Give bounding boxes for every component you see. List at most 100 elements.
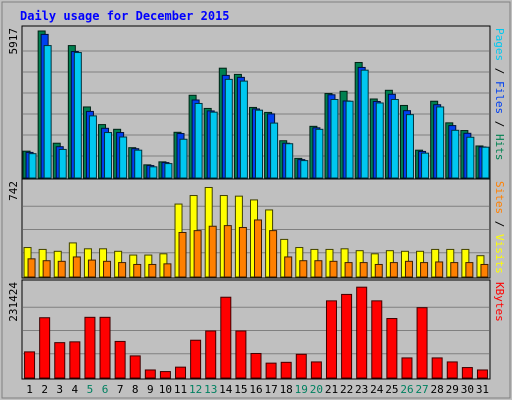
kbytes-bar-kbytes-day-8 bbox=[129, 355, 141, 379]
visits-bar-sites-day-12 bbox=[193, 230, 202, 278]
hits-bar-pages-day-22 bbox=[345, 100, 354, 179]
visits-legend-separator: / bbox=[493, 214, 506, 234]
hits-bar-pages-day-17 bbox=[270, 122, 279, 179]
hits-bar-pages-day-30 bbox=[466, 136, 475, 179]
visits-bar-sites-day-11 bbox=[178, 232, 187, 278]
x-tick-label-day-2: 2 bbox=[41, 383, 48, 396]
visits-legend: Sites / Visits bbox=[493, 181, 506, 274]
visits-bar-sites-day-4 bbox=[72, 256, 81, 278]
x-tick-label-day-1: 1 bbox=[26, 383, 33, 396]
visits-bar-sites-day-8 bbox=[133, 263, 142, 278]
visits-bar-sites-day-1 bbox=[27, 258, 36, 278]
hits-bar-pages-day-2 bbox=[43, 45, 52, 179]
visits-bar-sites-day-31 bbox=[480, 263, 489, 278]
x-tick-label-day-8: 8 bbox=[132, 383, 139, 396]
kbytes-bar-kbytes-day-5 bbox=[84, 316, 96, 379]
hits-legend-files: Files bbox=[493, 81, 506, 114]
visits-max-label: 742 bbox=[7, 181, 20, 201]
kbytes-bar-kbytes-day-14 bbox=[220, 296, 232, 379]
visits-bar-sites-day-14 bbox=[223, 225, 232, 278]
hits-bar-pages-day-7 bbox=[119, 136, 128, 179]
visits-bar-sites-day-30 bbox=[465, 262, 474, 278]
hits-bar-pages-day-28 bbox=[436, 106, 445, 179]
x-tick-label-day-20: 20 bbox=[310, 383, 323, 396]
visits-bar-sites-day-19 bbox=[299, 260, 308, 278]
kbytes-bar-kbytes-day-18 bbox=[280, 361, 292, 379]
hits-bar-pages-day-4 bbox=[73, 52, 82, 179]
kbytes-bar-kbytes-day-24 bbox=[371, 300, 383, 379]
hits-legend-hits: Hits bbox=[493, 134, 506, 161]
x-tick-label-day-11: 11 bbox=[174, 383, 187, 396]
x-tick-label-day-23: 23 bbox=[355, 383, 368, 396]
x-tick-label-day-27: 27 bbox=[415, 383, 428, 396]
hits-legend-separator: / bbox=[493, 114, 506, 134]
visits-bar-sites-day-24 bbox=[374, 263, 383, 278]
x-tick-label-day-16: 16 bbox=[249, 383, 262, 396]
hits-bar-pages-day-25 bbox=[390, 98, 399, 179]
hits-bar-pages-day-14 bbox=[224, 78, 233, 179]
kbytes-bar-kbytes-day-31 bbox=[476, 369, 488, 379]
hits-bar-pages-day-21 bbox=[330, 98, 339, 179]
hits-bar-pages-day-5 bbox=[88, 115, 97, 179]
visits-bar-sites-day-25 bbox=[389, 262, 398, 278]
hits-bar-pages-day-10 bbox=[164, 163, 173, 179]
x-tick-label-day-5: 5 bbox=[87, 383, 94, 396]
kbytes-bar-kbytes-day-13 bbox=[205, 330, 217, 379]
x-tick-label-day-9: 9 bbox=[147, 383, 154, 396]
visits-bar-sites-day-10 bbox=[163, 263, 172, 278]
x-tick-label-day-17: 17 bbox=[264, 383, 277, 396]
visits-bar-sites-day-3 bbox=[57, 260, 66, 278]
kbytes-bar-kbytes-day-1 bbox=[24, 351, 36, 379]
x-tick-label-day-29: 29 bbox=[446, 383, 459, 396]
visits-bar-sites-day-5 bbox=[87, 259, 96, 278]
x-tick-label-day-7: 7 bbox=[117, 383, 124, 396]
x-tick-label-day-25: 25 bbox=[385, 383, 398, 396]
visits-bar-sites-day-2 bbox=[42, 260, 51, 278]
visits-bar-sites-day-6 bbox=[103, 260, 112, 278]
hits-bar-pages-day-31 bbox=[481, 146, 490, 179]
hits-bar-pages-day-16 bbox=[255, 109, 263, 179]
x-tick-label-day-4: 4 bbox=[72, 383, 79, 396]
kbytes-max-label: 231424 bbox=[7, 282, 20, 322]
visits-bar-sites-day-15 bbox=[238, 226, 247, 278]
visits-bar-sites-day-13 bbox=[208, 225, 217, 278]
kbytes-bar-kbytes-day-16 bbox=[250, 352, 262, 379]
visits-bar-sites-day-27 bbox=[420, 262, 429, 278]
kbytes-bar-kbytes-day-2 bbox=[39, 317, 51, 379]
hits-bar-pages-day-18 bbox=[285, 143, 294, 179]
x-tick-label-day-14: 14 bbox=[219, 383, 233, 396]
x-tick-label-day-22: 22 bbox=[340, 383, 353, 396]
hits-legend: Pages / Files / Hits bbox=[493, 28, 506, 161]
visits-bar-sites-day-16 bbox=[254, 219, 262, 278]
kbytes-bar-kbytes-day-4 bbox=[69, 341, 81, 379]
kbytes-bar-kbytes-day-19 bbox=[295, 353, 307, 379]
kbytes-bar-kbytes-day-28 bbox=[431, 357, 443, 379]
hits-max-label: 5917 bbox=[7, 28, 20, 55]
x-tick-label-day-15: 15 bbox=[234, 383, 247, 396]
hits-bar-pages-day-15 bbox=[239, 80, 248, 179]
kbytes-bar-kbytes-day-26 bbox=[401, 357, 413, 379]
kbytes-bar-kbytes-day-12 bbox=[190, 339, 202, 379]
visits-bar-sites-day-21 bbox=[329, 260, 338, 278]
visits-bar-sites-day-18 bbox=[284, 256, 293, 278]
hits-bar-pages-day-11 bbox=[179, 138, 188, 179]
hits-bar-pages-day-12 bbox=[194, 102, 203, 179]
kbytes-bar-kbytes-day-27 bbox=[416, 307, 428, 379]
visits-bar-sites-day-7 bbox=[118, 262, 127, 278]
visits-bar-sites-day-17 bbox=[269, 230, 278, 278]
x-tick-label-day-26: 26 bbox=[400, 383, 413, 396]
x-tick-label-day-3: 3 bbox=[56, 383, 63, 396]
visits-legend-sites: Sites bbox=[493, 181, 506, 214]
kbytes-legend: KBytes bbox=[493, 282, 506, 322]
hits-bar-pages-day-23 bbox=[360, 69, 369, 179]
x-tick-label-day-18: 18 bbox=[280, 383, 293, 396]
kbytes-bar-kbytes-day-20 bbox=[310, 361, 322, 379]
hits-bar-pages-day-6 bbox=[104, 132, 113, 179]
hits-bar-pages-day-29 bbox=[451, 129, 460, 179]
kbytes-bar-kbytes-day-17 bbox=[265, 362, 277, 379]
chart-title: Daily usage for December 2015 bbox=[20, 9, 230, 23]
kbytes-bar-kbytes-day-6 bbox=[99, 316, 111, 379]
x-axis: 1 2 3 4 5 6 7 8 9 10 11 12 13 14 15 16 17 18 19 20 21 22 23 24 2… bbox=[26, 383, 489, 396]
kbytes-legend-kbytes: KBytes bbox=[493, 282, 506, 322]
